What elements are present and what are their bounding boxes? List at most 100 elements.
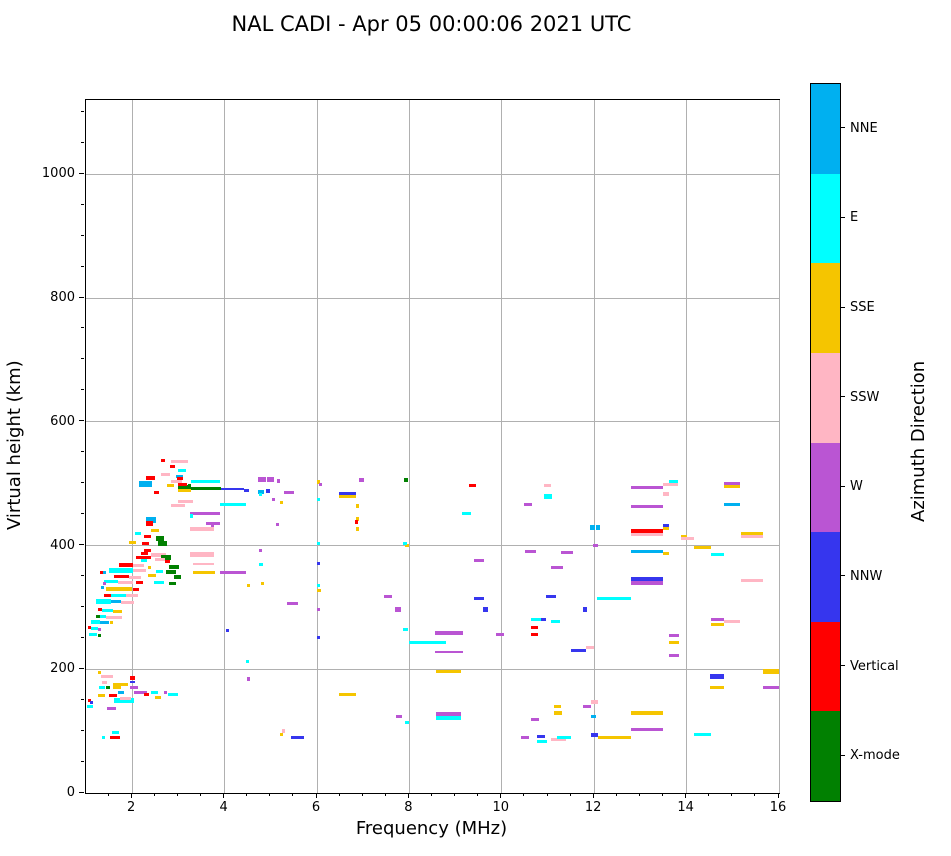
echo-mark: [169, 582, 177, 586]
echo-mark: [663, 526, 670, 530]
echo-mark: [119, 563, 134, 568]
y-tick-label: 600: [50, 413, 75, 429]
x-tick: [315, 793, 317, 798]
colorbar-label-nnw: NNW: [850, 568, 883, 584]
echo-mark: [87, 626, 92, 630]
echo-mark: [110, 600, 121, 604]
echo-mark: [631, 529, 664, 534]
echo-mark: [394, 606, 402, 612]
echo-mark: [663, 482, 678, 486]
echo-mark: [710, 673, 725, 679]
colorbar-tick: [841, 665, 845, 667]
echo-mark: [110, 593, 126, 597]
x-minor-tick: [153, 793, 155, 796]
x-tick-label: 14: [677, 800, 694, 815]
y-minor-tick: [81, 729, 84, 731]
echo-mark: [763, 686, 780, 690]
echo-mark: [663, 523, 670, 527]
echo-mark: [482, 607, 488, 613]
x-minor-tick: [454, 793, 456, 796]
echo-mark: [523, 503, 532, 507]
echo-mark: [134, 531, 141, 535]
echo-mark: [259, 562, 264, 566]
x-tick: [685, 793, 687, 798]
echo-mark: [530, 633, 538, 637]
echo-mark: [590, 732, 598, 737]
echo-mark: [128, 575, 141, 579]
x-tick-label: 12: [584, 800, 602, 815]
echo-mark: [171, 480, 182, 484]
colorbar-tick: [841, 575, 845, 577]
echo-mark: [631, 505, 664, 509]
x-minor-tick: [107, 793, 109, 796]
y-tick-label: 400: [50, 537, 75, 553]
x-minor-tick: [176, 793, 178, 796]
echo-mark: [631, 576, 664, 581]
echo-mark: [631, 550, 664, 554]
y-gridline: [86, 421, 779, 423]
echo-mark: [110, 736, 120, 740]
echo-mark: [112, 610, 123, 614]
echo-mark: [355, 526, 360, 531]
echo-mark: [110, 621, 114, 625]
echo-mark: [681, 537, 694, 541]
echo-mark: [543, 483, 551, 487]
y-tick-label: 1000: [41, 166, 75, 182]
x-minor-tick: [754, 793, 756, 796]
echo-mark: [408, 641, 446, 645]
echo-mark: [98, 633, 102, 637]
colorbar-tick: [841, 127, 845, 129]
echo-mark: [317, 498, 320, 502]
echo-mark: [156, 535, 165, 541]
colorbar-tick: [841, 754, 845, 756]
colorbar-label-nne: NNE: [850, 120, 878, 136]
echo-mark: [128, 540, 136, 544]
y-gridline: [86, 668, 779, 670]
echo-mark: [554, 711, 562, 716]
x-tick-label: 16: [769, 800, 787, 815]
echo-mark: [160, 555, 171, 561]
echo-mark: [546, 595, 557, 599]
echo-mark: [317, 588, 321, 592]
y-minor-tick: [81, 110, 84, 112]
echo-mark: [156, 569, 164, 573]
echo-mark: [404, 544, 409, 547]
echo-mark: [158, 540, 168, 546]
echo-mark: [104, 593, 111, 597]
echo-mark: [741, 579, 763, 583]
x-gridline: [778, 100, 780, 793]
echo-mark: [117, 580, 133, 584]
colorbar-title: Azimuth Direction: [908, 360, 929, 523]
echo-mark: [669, 479, 678, 483]
x-minor-tick: [569, 793, 571, 796]
echo-mark: [142, 541, 150, 545]
colorbar-label-ssw: SSW: [850, 389, 880, 405]
echo-mark: [144, 692, 149, 696]
echo-mark: [189, 526, 214, 531]
echo-mark: [317, 607, 320, 611]
y-minor-tick: [81, 389, 84, 391]
colorbar: [810, 83, 841, 802]
echo-mark: [98, 671, 102, 675]
echo-mark: [550, 566, 563, 570]
x-minor-tick: [477, 793, 479, 796]
echo-mark: [244, 488, 249, 492]
echo-mark: [631, 486, 664, 490]
colorbar-segment-e: [811, 173, 840, 264]
echo-mark: [153, 581, 164, 585]
echo-mark: [763, 668, 780, 674]
colorbar-segment-vertical: [811, 621, 840, 712]
x-minor-tick: [246, 793, 248, 796]
echo-mark: [663, 552, 670, 556]
echo-mark: [189, 487, 222, 491]
echo-mark: [89, 633, 98, 637]
echo-mark: [112, 682, 129, 686]
y-minor-tick: [81, 482, 84, 484]
echo-mark: [434, 650, 463, 653]
colorbar-label-vertical: Vertical: [850, 658, 899, 674]
echo-mark: [147, 574, 156, 578]
echo-mark: [146, 476, 156, 481]
echo-mark: [140, 559, 147, 563]
echo-mark: [631, 728, 664, 732]
colorbar-label-x-mode: X-mode: [850, 748, 900, 764]
